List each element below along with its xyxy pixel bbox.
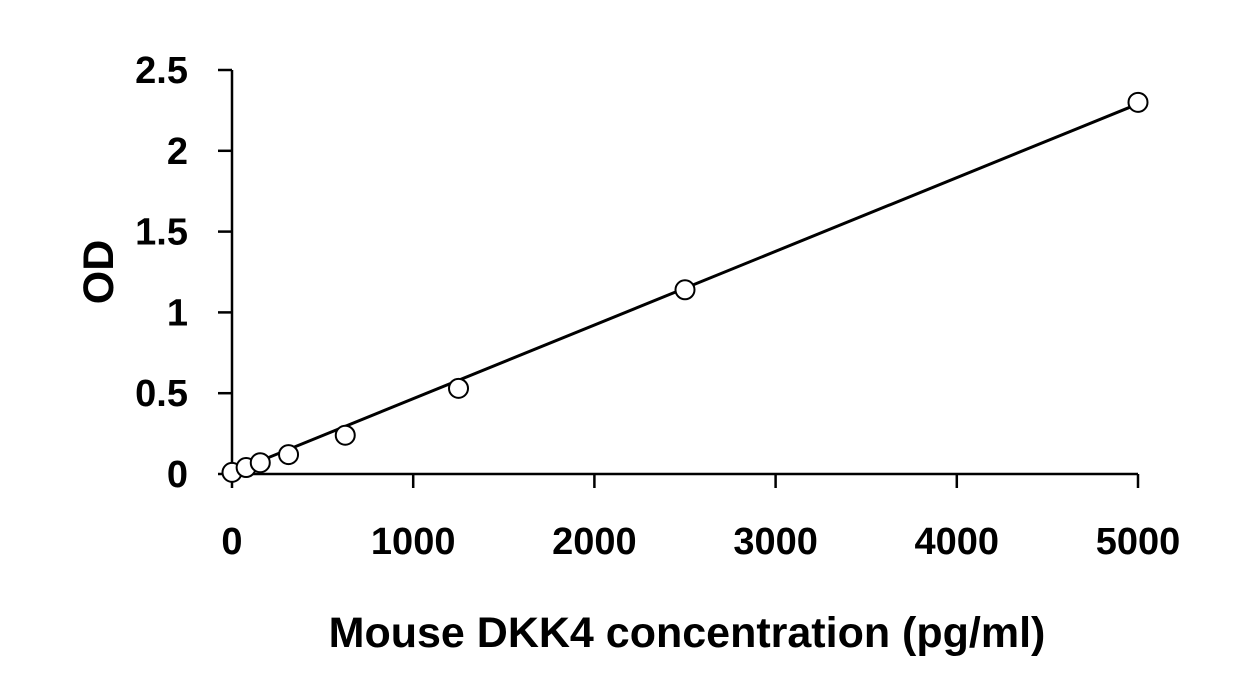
x-tick-label: 5000 <box>1096 521 1181 563</box>
y-tick-label: 2 <box>167 131 188 173</box>
y-tick-label: 1.5 <box>135 212 188 254</box>
data-point <box>448 377 469 399</box>
x-ticks: 0 1000 2000 3000 4000 5000 <box>221 474 1180 563</box>
x-tick-label: 0 <box>221 521 242 563</box>
axes <box>230 70 1138 476</box>
x-tick-label: 1000 <box>371 521 456 563</box>
data-point <box>334 424 356 446</box>
y-tick-label: 2.5 <box>135 50 188 92</box>
x-tick-label: 2000 <box>552 521 637 563</box>
x-tick-label: 3000 <box>733 521 818 563</box>
data-point <box>674 279 696 301</box>
y-ticks: 0 0.5 1 1.5 2 2.5 <box>135 50 232 496</box>
data-point <box>1127 91 1149 113</box>
data-points <box>221 91 1149 483</box>
y-tick-label: 0 <box>167 454 188 496</box>
x-axis-title: Mouse DKK4 concentration (pg/ml) <box>329 609 1046 657</box>
y-tick-label: 1 <box>167 292 188 334</box>
data-point <box>249 452 271 474</box>
y-axis-title: OD <box>75 240 123 305</box>
x-tick-label: 4000 <box>915 521 1000 563</box>
y-tick-label: 0.5 <box>135 373 188 415</box>
data-point <box>278 444 300 466</box>
